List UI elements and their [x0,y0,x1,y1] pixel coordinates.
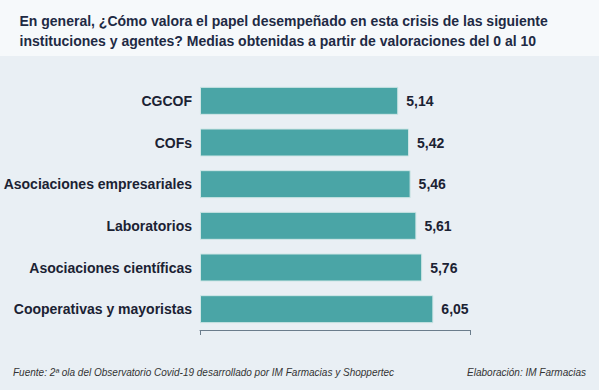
svg-text:Elaboración: IM Farmacias: Elaboración: IM Farmacias [467,367,586,378]
svg-text:5,46: 5,46 [419,176,446,192]
svg-text:5,61: 5,61 [424,218,451,234]
svg-text:5,76: 5,76 [430,260,457,276]
svg-text:Cooperativas y mayoristas: Cooperativas y mayoristas [14,301,192,317]
svg-text:Asociaciones científicas: Asociaciones científicas [29,260,192,276]
svg-text:Fuente: 2ª ola del Observatori: Fuente: 2ª ola del Observatorio Covid-19… [13,367,394,378]
svg-text:instituciones y agentes? Media: instituciones y agentes? Medias obtenida… [20,33,537,49]
svg-text:Asociaciones empresariales: Asociaciones empresariales [4,176,193,192]
svg-text:Laboratorios: Laboratorios [106,218,192,234]
svg-text:6,05: 6,05 [441,301,468,317]
svg-text:5,42: 5,42 [417,135,444,151]
svg-text:5,14: 5,14 [406,93,433,109]
svg-text:COFs: COFs [155,135,193,151]
svg-text:CGCOF: CGCOF [141,93,192,109]
svg-text:En general, ¿Cómo valora el pa: En general, ¿Cómo valora el papel desemp… [20,13,552,29]
